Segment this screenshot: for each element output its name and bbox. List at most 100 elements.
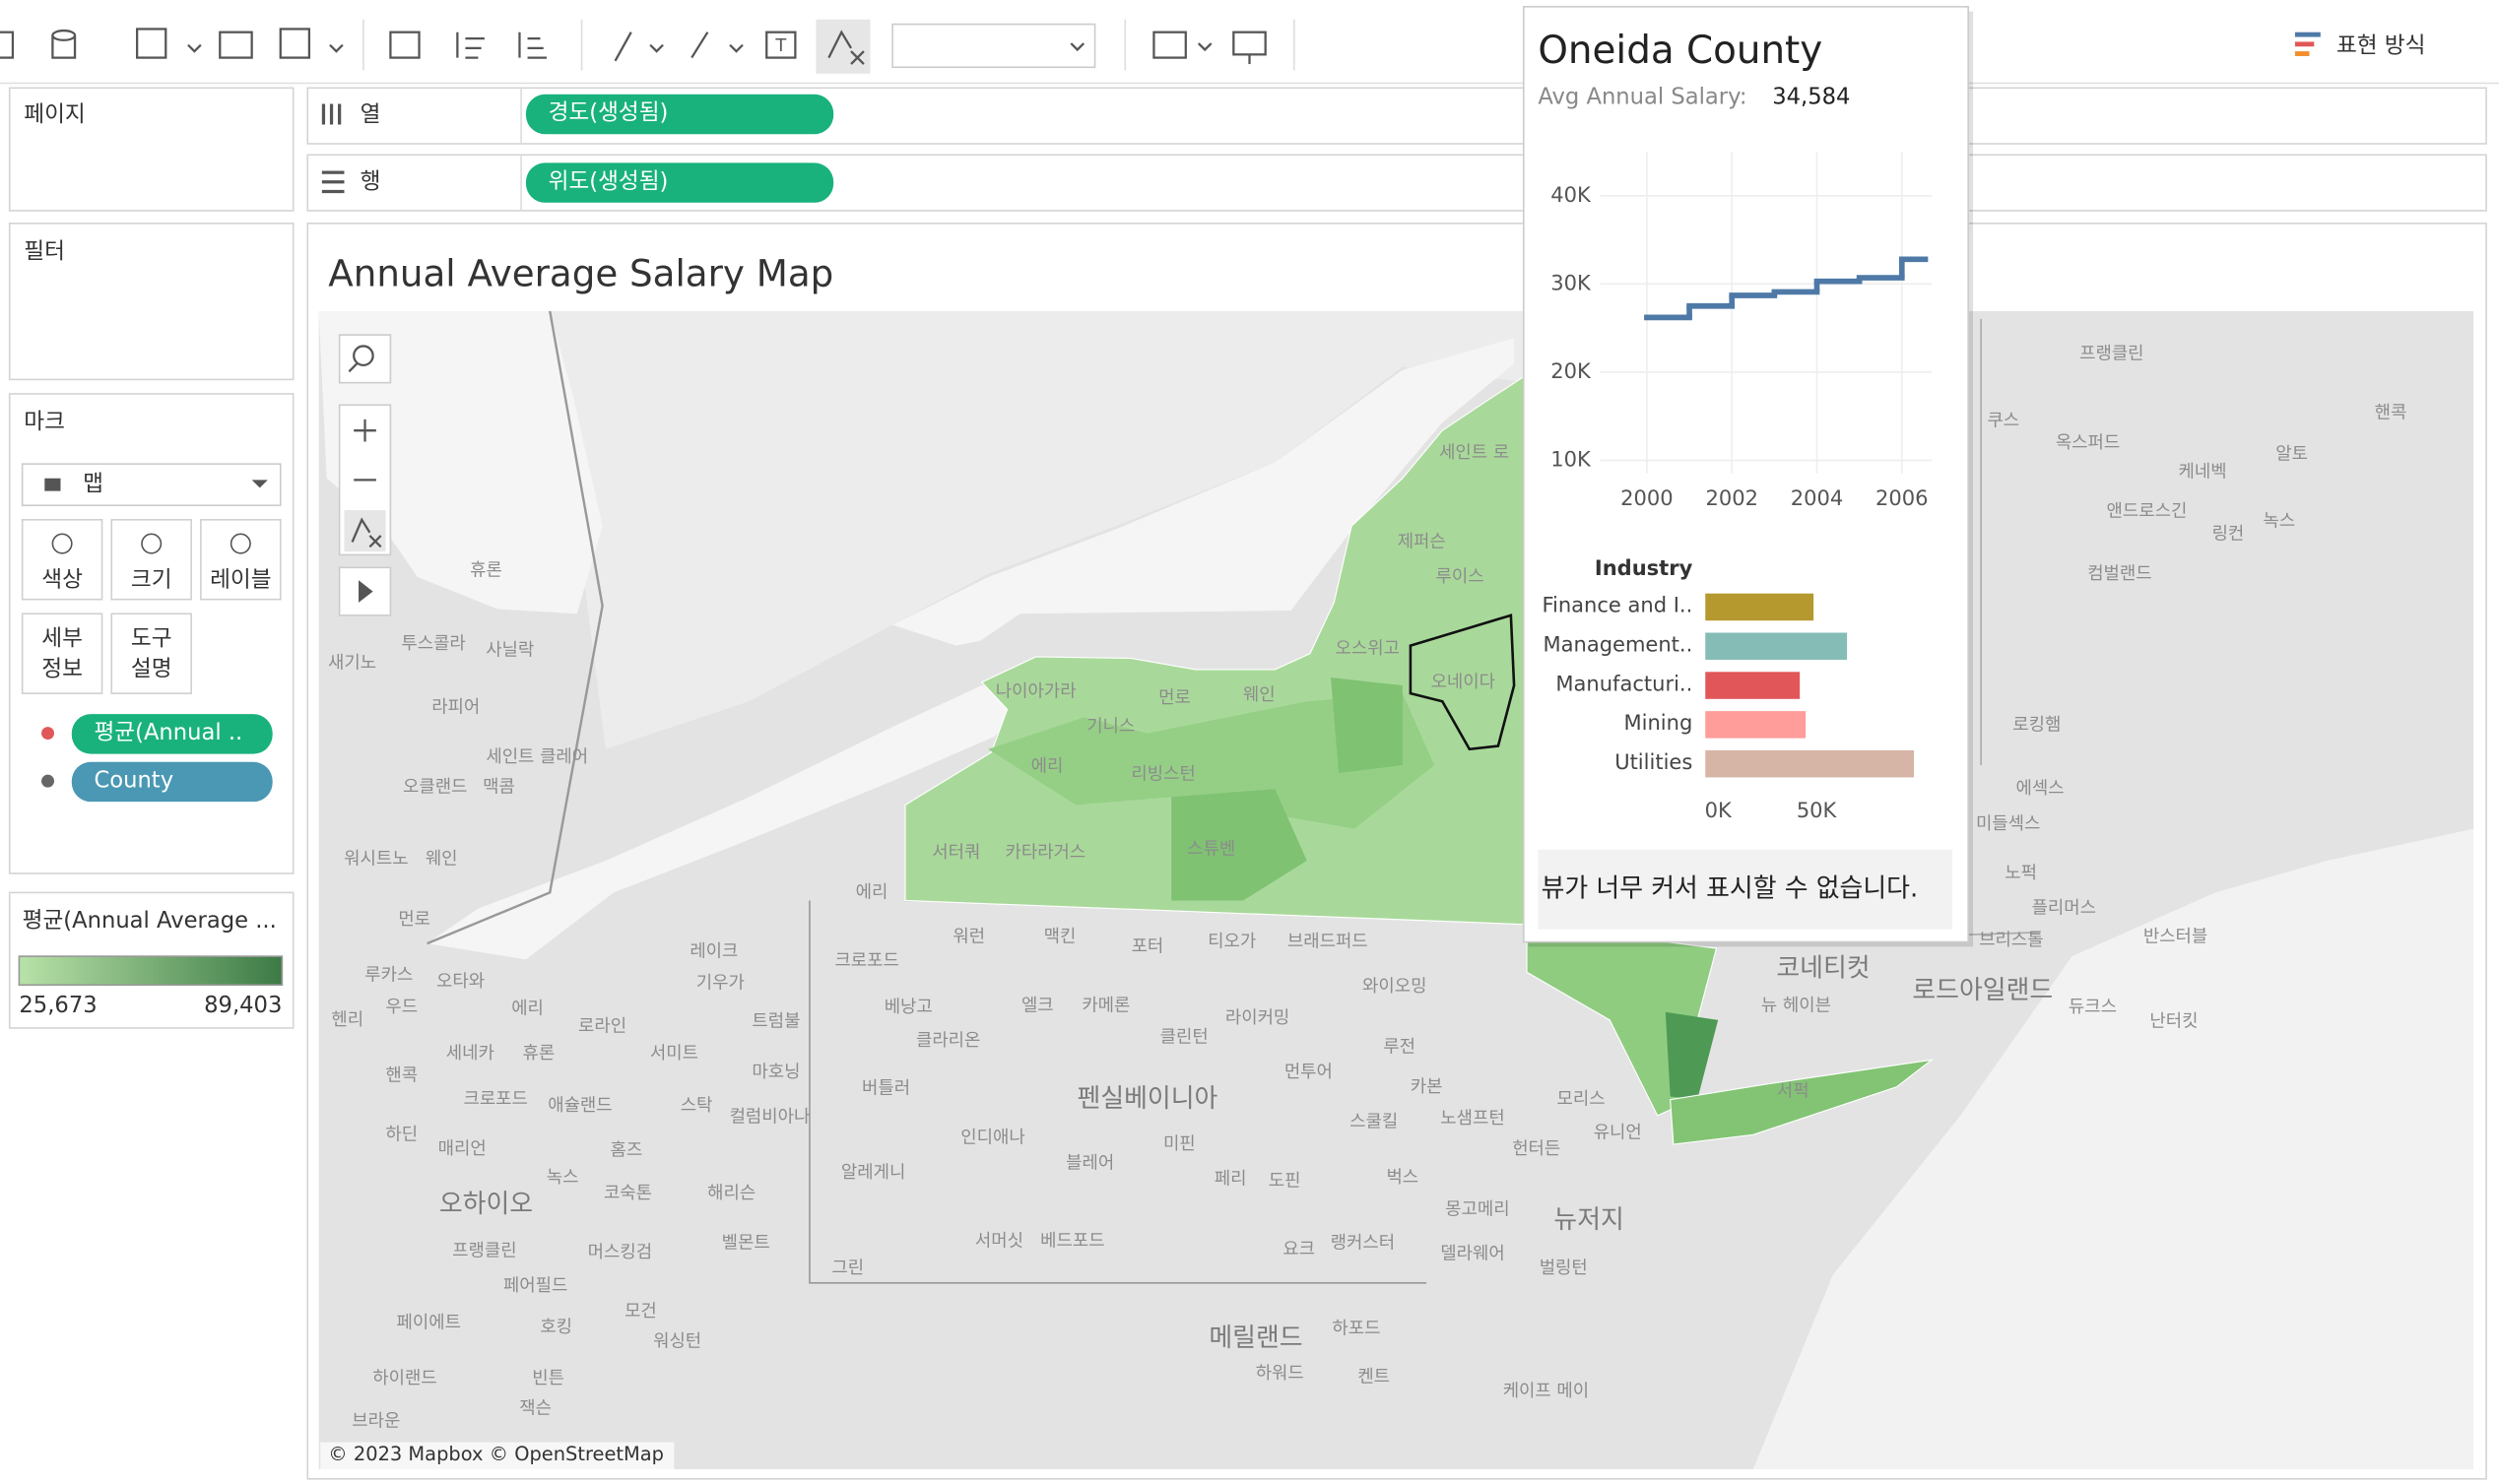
y-tick-label: 40K	[1550, 182, 1592, 207]
view-title: Annual Average Salary Map	[328, 252, 833, 295]
map-label: 스탁	[681, 1095, 713, 1116]
map-label: 사닐락	[486, 639, 534, 660]
ny-counties	[988, 693, 1435, 829]
presentation-button[interactable]: 표현 방식	[2336, 33, 2426, 59]
map-label: 페리	[1215, 1169, 1247, 1190]
map-label: 베드포드	[1040, 1231, 1104, 1252]
lake-huron	[318, 310, 603, 614]
marks-pill[interactable]	[71, 761, 273, 803]
mark-type-dropdown[interactable]	[21, 463, 282, 507]
map-label: 모건	[625, 1301, 657, 1322]
map-label: 브리스톨	[1979, 930, 2043, 950]
map-label: 에리	[511, 999, 544, 1019]
map-label: 베낭고	[885, 997, 933, 1017]
map-label: 로킹햄	[2012, 715, 2061, 736]
map-label: 프랭클린	[2079, 344, 2143, 364]
mark-button-label: 설명	[131, 656, 172, 681]
y-tick-label: 10K	[1550, 446, 1592, 471]
map-label: 크로포드	[834, 950, 898, 971]
map-label: 랭커스터	[1331, 1232, 1395, 1253]
rows-pill[interactable]	[525, 162, 834, 203]
map-label: 플리머스	[2032, 898, 2096, 919]
x-tick-label: 2002	[1705, 485, 1757, 510]
bar-category: Finance and I..	[1542, 593, 1692, 617]
long-island	[1670, 1059, 1935, 1145]
map-label: 펜실베이니아	[1078, 1084, 1218, 1114]
marks-pill[interactable]	[71, 714, 273, 754]
bar-category: Utilities	[1614, 749, 1692, 774]
mark-button[interactable]	[21, 518, 103, 601]
map-label: 맥콤	[483, 777, 515, 798]
map-label: 하딘	[385, 1124, 418, 1144]
map-label: 웨인	[1243, 684, 1276, 705]
dropdown-arrow	[251, 480, 268, 488]
bar-chart-title: Industry	[1595, 555, 1693, 580]
map-label: 유니언	[1594, 1123, 1642, 1143]
map-label: 티오가	[1208, 932, 1256, 952]
map-controls[interactable]	[338, 334, 392, 616]
map-label: 서미트	[650, 1043, 698, 1064]
map-label: 오타와	[436, 971, 485, 992]
map-label: 클라리온	[916, 1030, 980, 1051]
map-label: 나이아가라	[996, 681, 1077, 702]
map-label: 미핀	[1163, 1133, 1196, 1154]
mark-button[interactable]	[200, 518, 282, 601]
map-label: 델라웨어	[1440, 1244, 1504, 1264]
mark-button[interactable]	[21, 613, 103, 694]
map-label: 코숙톤	[604, 1183, 652, 1203]
toolbar-icons[interactable]: T	[0, 19, 2321, 74]
map-label: 루이스	[1436, 566, 1484, 587]
map-label: 듀크스	[2069, 997, 2117, 1017]
columns-label: 열	[361, 101, 381, 127]
map-label: 제퍼슨	[1398, 531, 1446, 551]
x-tick-label: 50K	[1797, 798, 1838, 822]
lake-ontario	[892, 338, 1515, 646]
map-label: 하워드	[1256, 1363, 1304, 1384]
x-tick-label: 2006	[1875, 485, 1928, 510]
oneida-highlight	[1409, 613, 1516, 751]
map-label: 엘크	[1021, 995, 1054, 1015]
tooltip-title: Oneida County	[1538, 29, 1822, 73]
map-label: 하포드	[1332, 1319, 1380, 1339]
bar-category: Management..	[1543, 631, 1692, 656]
tooltip-measure: Avg Annual Salary:	[1538, 85, 1746, 110]
mark-button[interactable]	[110, 613, 192, 694]
bar	[1705, 632, 1848, 661]
mark-button-label: 세부	[41, 626, 83, 652]
map-label: 머스킹검	[588, 1242, 652, 1262]
pages-shelf[interactable]	[8, 87, 295, 212]
mark-button-icon	[141, 533, 163, 554]
map-label: 하이랜드	[372, 1368, 436, 1388]
map-label: 핸콕	[385, 1065, 418, 1085]
mark-button-label: 색상	[41, 567, 83, 593]
map-label: 서퍽	[1777, 1081, 1809, 1102]
pill-icon	[41, 774, 55, 788]
bar	[1705, 749, 1915, 778]
map-label: 세인트 클레어	[486, 746, 588, 767]
map-label: 요크	[1282, 1239, 1315, 1259]
map-label: 스쿨킬	[1349, 1111, 1398, 1131]
map-label: 라이커밍	[1225, 1007, 1289, 1028]
map-label: 해리슨	[707, 1183, 756, 1203]
map-label: 호킹	[540, 1317, 572, 1337]
columns-pill-text: 경도(생성됨)	[549, 100, 669, 126]
map-label: 카타라거스	[1005, 842, 1085, 863]
bar	[1705, 593, 1814, 621]
map-label: 노샘프턴	[1440, 1108, 1504, 1129]
mark-button[interactable]	[110, 518, 192, 601]
attribution[interactable]: © 2023 Mapbox © OpenStreetMap	[328, 1443, 664, 1465]
columns-pill[interactable]	[525, 94, 834, 135]
filters-shelf[interactable]	[8, 223, 295, 381]
map-label: 클린턴	[1160, 1027, 1209, 1048]
map-label: 몽고메리	[1445, 1198, 1509, 1219]
tooltip-value: 34,584	[1772, 85, 1850, 110]
filters-title: 필터	[24, 238, 65, 264]
map-label: 리빙스턴	[1131, 764, 1195, 785]
legend-min: 25,673	[19, 993, 97, 1018]
bar-category: Manufacturi..	[1555, 671, 1692, 695]
y-tick-label: 20K	[1550, 358, 1592, 383]
map-label: 모리스	[1557, 1089, 1606, 1110]
map-label: 카메론	[1082, 995, 1130, 1015]
